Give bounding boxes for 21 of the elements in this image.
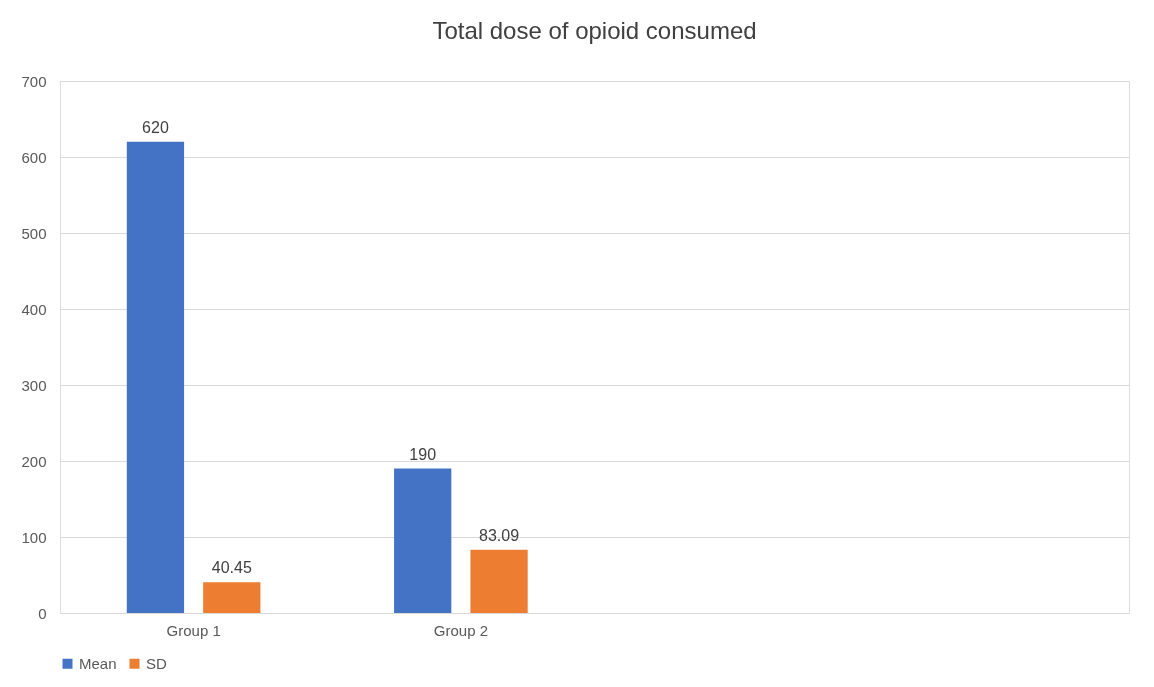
bar — [394, 468, 452, 613]
y-tick-label: 200 — [21, 452, 47, 470]
bar — [126, 141, 185, 613]
y-tick-label: 500 — [21, 224, 47, 242]
y-tick-label: 300 — [21, 376, 47, 394]
bar — [470, 549, 528, 613]
y-tick-label: 100 — [21, 528, 47, 546]
legend-label: SD — [146, 654, 167, 672]
data-label: 40.45 — [211, 559, 252, 577]
y-tick-label: 600 — [21, 148, 47, 166]
x-tick-label: Group 2 — [433, 621, 488, 639]
legend-label: Mean — [79, 654, 117, 672]
y-tick-label: 400 — [21, 300, 47, 318]
data-label: 83.09 — [479, 526, 520, 544]
y-tick-label: 700 — [21, 72, 47, 90]
y-tick-label: 0 — [38, 604, 47, 622]
bar — [203, 582, 261, 613]
data-label: 620 — [142, 118, 169, 136]
x-tick-label: Group 1 — [166, 621, 221, 639]
data-label: 190 — [409, 445, 437, 463]
chart-title: Total dose of opioid consumed — [432, 17, 757, 44]
